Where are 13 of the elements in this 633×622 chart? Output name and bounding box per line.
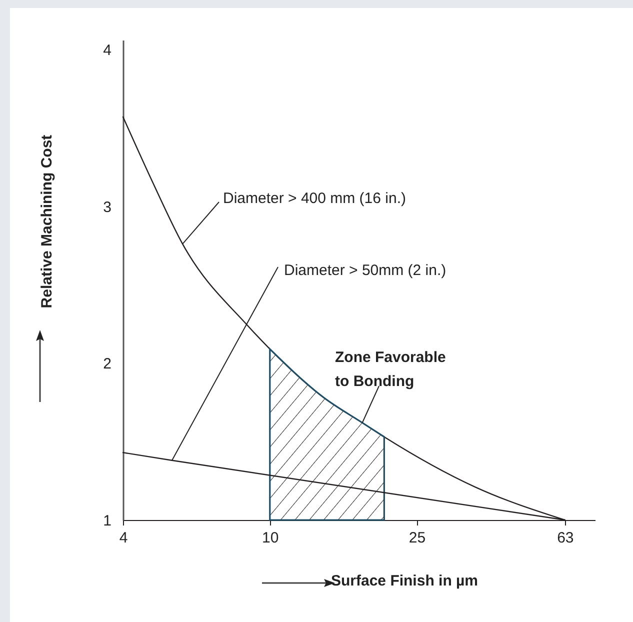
y-tick-label: 4 [103,42,112,59]
y-tick-label: 1 [103,512,112,530]
annotation: Diameter > 50mm (2 in.) [284,262,446,279]
annotation: Diameter > 400 mm (16 in.) [223,190,406,207]
y-axis-title: Relative Machining Cost [38,134,56,308]
x-tick-label: 10 [262,530,279,546]
x-axis-title: Surface Finish in µm [330,572,478,590]
x-tick-label: 63 [557,530,574,546]
annotation: Zone Favorable to Bonding [335,349,446,390]
y-tick-label: 2 [103,356,112,373]
y-tick-label: 3 [103,198,112,216]
x-tick-label: 4 [119,530,128,546]
x-tick-label: 25 [408,530,426,546]
